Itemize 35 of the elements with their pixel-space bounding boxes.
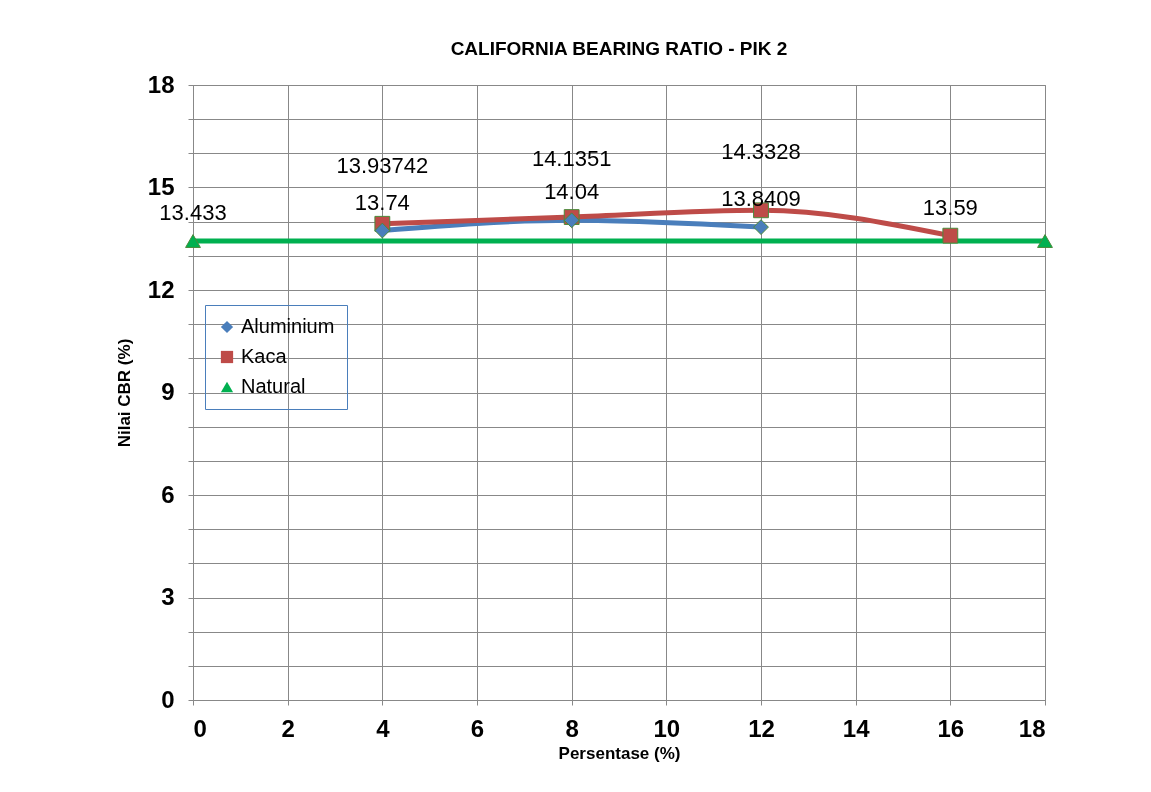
y-tick-label: 0 <box>161 685 175 713</box>
x-axis-title: Persentase (%) <box>558 743 681 763</box>
y-tick-label: 3 <box>161 583 175 610</box>
point <box>942 227 959 244</box>
data-label: 13.8409 <box>721 186 801 212</box>
y-tick-label: 12 <box>147 275 175 303</box>
x-tick-label: 4 <box>376 714 391 742</box>
x-tick-label: 12 <box>748 714 775 742</box>
y-tick-label: 9 <box>161 378 175 405</box>
y-tick-label: 18 <box>147 70 175 98</box>
y-tick-label: 6 <box>161 480 175 508</box>
x-tick-label: 10 <box>653 714 681 742</box>
x-tick-label: 0 <box>193 714 207 742</box>
point <box>374 222 391 239</box>
data-label: 13.59 <box>922 194 978 220</box>
point <box>563 212 580 229</box>
x-tick-label: 6 <box>470 714 485 742</box>
data-label: 13.93742 <box>336 152 429 178</box>
x-tick-label: 8 <box>565 714 579 742</box>
legend-label: Natural <box>241 375 306 397</box>
data-label: 13.433 <box>159 200 227 226</box>
x-tick-label: 14 <box>842 714 871 742</box>
data-label: 14.04 <box>544 179 600 205</box>
legend-label: Aluminium <box>241 315 335 337</box>
point <box>753 219 769 236</box>
x-tick-label: 2 <box>281 714 295 742</box>
legend-label: Kaca <box>241 345 288 367</box>
y-axis-title: Nilai CBR (%) <box>114 338 134 448</box>
chart-title: CALIFORNIA BEARING RATIO - PIK 2 <box>450 38 788 59</box>
x-tick-label: 16 <box>937 714 965 742</box>
data-label: 14.3328 <box>721 139 801 165</box>
x-tick-label: 18 <box>1018 714 1046 742</box>
data-label: 13.74 <box>354 189 410 215</box>
data-label: 14.1351 <box>531 146 612 172</box>
y-tick-label: 15 <box>147 173 175 200</box>
